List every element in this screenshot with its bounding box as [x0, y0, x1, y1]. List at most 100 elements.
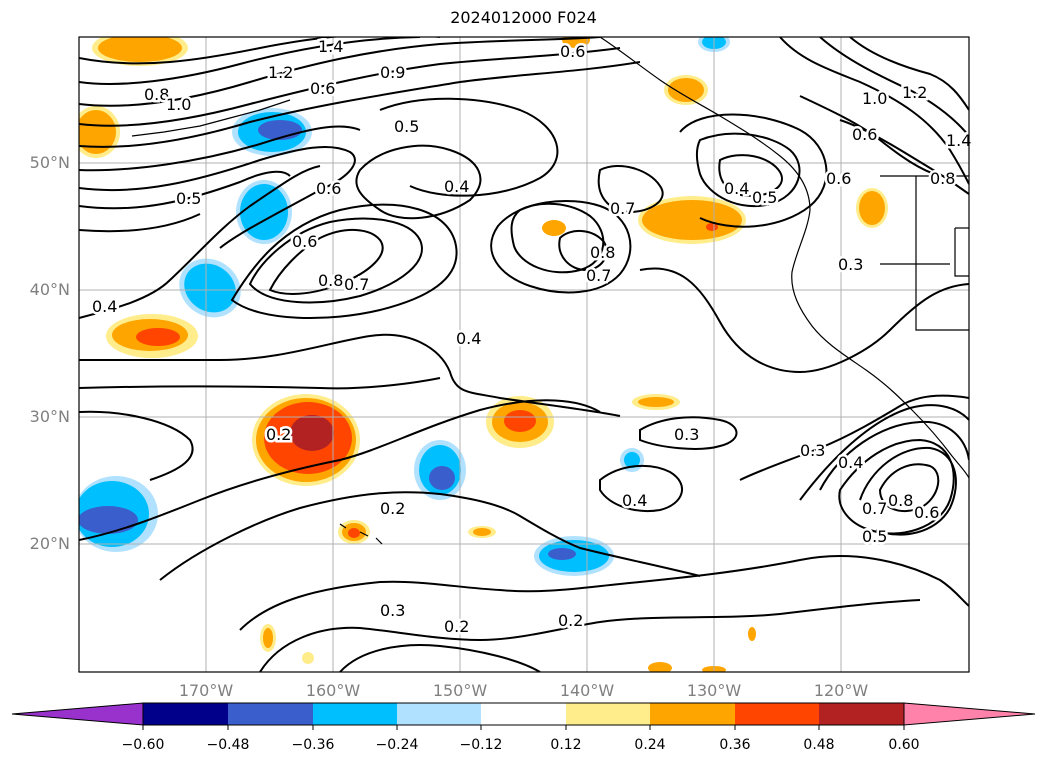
colorbar-segment: [650, 703, 735, 725]
contour-label: 0.6: [292, 232, 317, 251]
contour-label: 0.9: [380, 63, 405, 82]
colorbar-segment: [313, 703, 397, 725]
contour-label: 0.3: [380, 601, 405, 620]
anomaly-negative: [79, 476, 158, 552]
anomaly-positive: [92, 37, 188, 66]
lon-label: 150°W: [432, 681, 488, 700]
plot-frame: [78, 36, 970, 673]
contour-label: 0.6: [560, 42, 585, 61]
colorbar-tick-label: 0.12: [550, 737, 582, 753]
contour-label: 1.2: [268, 63, 293, 82]
colorbar: [11, 702, 1036, 730]
contour-label: 1.4: [946, 131, 971, 150]
contour-label: 0.5: [394, 117, 419, 136]
contour-label: 0.6: [826, 169, 851, 188]
coastlines: [131, 37, 969, 545]
graticule: [79, 37, 969, 672]
colorbar-tick-label: 0.36: [719, 737, 751, 753]
anomaly-positive: [468, 526, 496, 538]
contour-label: 0.4: [456, 329, 481, 348]
anomaly-positive: [106, 314, 198, 358]
contour-label: 0.7: [862, 499, 887, 518]
contour-label: 1.0: [166, 95, 191, 114]
colorbar-segment: [735, 703, 819, 725]
contour-label: 0.2: [558, 611, 583, 630]
contour-labels: 1.2 1.4 0.8 1.0 0.6 0.9 0.6 0.5 0.6 0.5 …: [90, 35, 974, 639]
contour-label: 0.4: [444, 177, 469, 196]
lon-label: 170°W: [178, 681, 234, 700]
contour-label: 0.4: [622, 491, 647, 510]
anomaly-positive: [302, 627, 756, 672]
colorbar-extend-min: [11, 702, 144, 726]
map-title: 2024012000 F024: [450, 8, 597, 27]
anomaly-negative: [179, 258, 241, 318]
contour-label: 0.8: [590, 243, 615, 262]
contour-label: 0.6: [316, 179, 341, 198]
colorbar-segment: [819, 703, 904, 725]
contour-label: 0.4: [92, 297, 117, 316]
contour-label: 0.2: [444, 617, 469, 636]
contour-label: 0.5: [176, 189, 201, 208]
contour-label: 0.5: [862, 527, 887, 546]
anomaly-positive: [338, 520, 370, 544]
anomaly-negative: [232, 108, 312, 156]
anomaly-positive: [79, 106, 120, 158]
contour-label: 0.6: [852, 125, 877, 144]
lon-label: 120°W: [813, 681, 869, 700]
anomaly-positive: [638, 196, 746, 244]
colorbar-extend-max: [903, 702, 1036, 726]
contour-label: 0.8: [930, 169, 955, 188]
plot-area: [79, 37, 969, 672]
colorbar-segment: [143, 703, 228, 725]
colorbar-segment: [566, 703, 650, 725]
contour-label: 0.2: [380, 499, 405, 518]
contour-label: 0.7: [586, 266, 611, 285]
anomaly-positive: [856, 188, 888, 228]
contour-label: 0.3: [800, 441, 825, 460]
colorbar-tick-label: −0.36: [291, 737, 335, 753]
anomaly-positive: [562, 37, 590, 48]
contour-label: 0.7: [344, 275, 369, 294]
contour-label: 0.5: [752, 188, 777, 207]
contour-label: 0.6: [914, 503, 939, 522]
colorbar-tick-label: −0.60: [121, 737, 165, 753]
contour-label: 0.4: [724, 179, 749, 198]
contour-label: 0.8: [888, 491, 913, 510]
contour-label: 1.2: [902, 83, 927, 102]
colorbar-tick-label: −0.48: [206, 737, 250, 753]
colorbar-tick-label: −0.12: [459, 737, 503, 753]
lon-label: 140°W: [559, 681, 615, 700]
anomaly-negative: [534, 536, 614, 576]
anomaly-positive: [542, 220, 566, 236]
anomaly-positive: [664, 75, 708, 105]
contour-lines: [79, 37, 969, 672]
contour-label: 0.3: [838, 255, 863, 274]
colorbar-segment: [397, 703, 481, 725]
colorbar-segment: [228, 703, 313, 725]
contour-label: 0.2: [266, 425, 291, 444]
anomaly-positive: [632, 394, 680, 410]
lat-label: 20°N: [29, 534, 70, 553]
lat-label: 40°N: [29, 280, 70, 299]
contour-label: 0.3: [674, 425, 699, 444]
contour-label: 0.7: [610, 199, 635, 218]
colorbar-tick-label: 0.24: [634, 737, 666, 753]
anomaly-negative: [236, 180, 292, 244]
contour-label: 1.0: [862, 89, 887, 108]
contour-label: 1.4: [318, 37, 343, 56]
colorbar-tick-label: −0.24: [375, 737, 419, 753]
contour-label: 0.6: [310, 79, 335, 98]
contour-label: 0.4: [838, 453, 863, 472]
anomaly-negative: [414, 440, 466, 500]
colorbar-tick-label: 0.48: [803, 737, 835, 753]
lon-label: 160°W: [305, 681, 361, 700]
lon-label: 130°W: [686, 681, 742, 700]
contour-label: 0.8: [144, 85, 169, 104]
anomaly-positive: [486, 396, 554, 448]
lat-label: 50°N: [29, 153, 70, 172]
anomaly-positive: [260, 624, 276, 652]
contour-label: 0.8: [318, 271, 343, 290]
colorbar-segment: [481, 703, 566, 725]
colorbar-tick-label: 0.60: [888, 737, 920, 753]
